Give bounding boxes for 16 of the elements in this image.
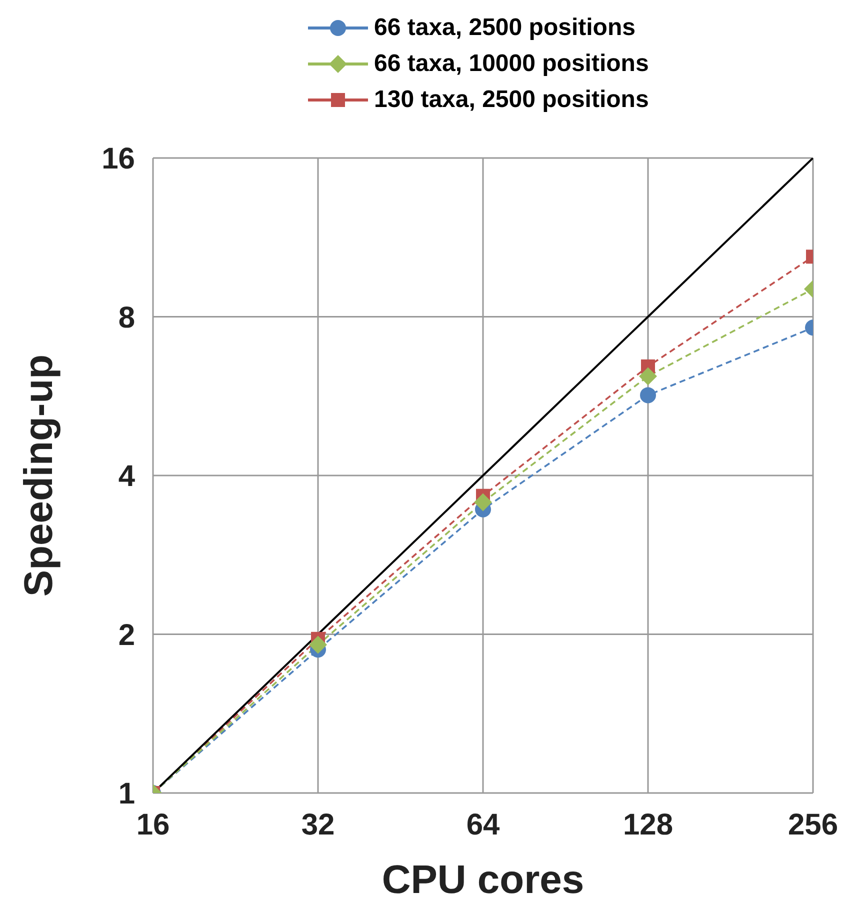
x-tick-label: 256 [788,808,838,842]
y-tick-label: 1 [118,778,135,811]
x-tick-label: 128 [622,808,674,842]
legend-label: 66 taxa, 2500 positions [374,14,636,42]
point [474,493,492,512]
y-axis-title: Speeding-up [17,354,62,597]
x-axis-title: CPU cores [382,858,584,902]
y-tick-label: 8 [118,301,135,334]
y-tick-label: 4 [118,460,136,494]
y-tick-label: 16 [102,142,135,176]
legend-label: 66 taxa, 10000 positions [374,50,649,78]
point [309,636,327,654]
x-tick-label: 32 [301,808,335,842]
x-tick-label: 64 [466,808,500,842]
legend-label: 130 taxa, 2500 positions [374,86,649,114]
y-tick-label: 2 [118,618,135,652]
